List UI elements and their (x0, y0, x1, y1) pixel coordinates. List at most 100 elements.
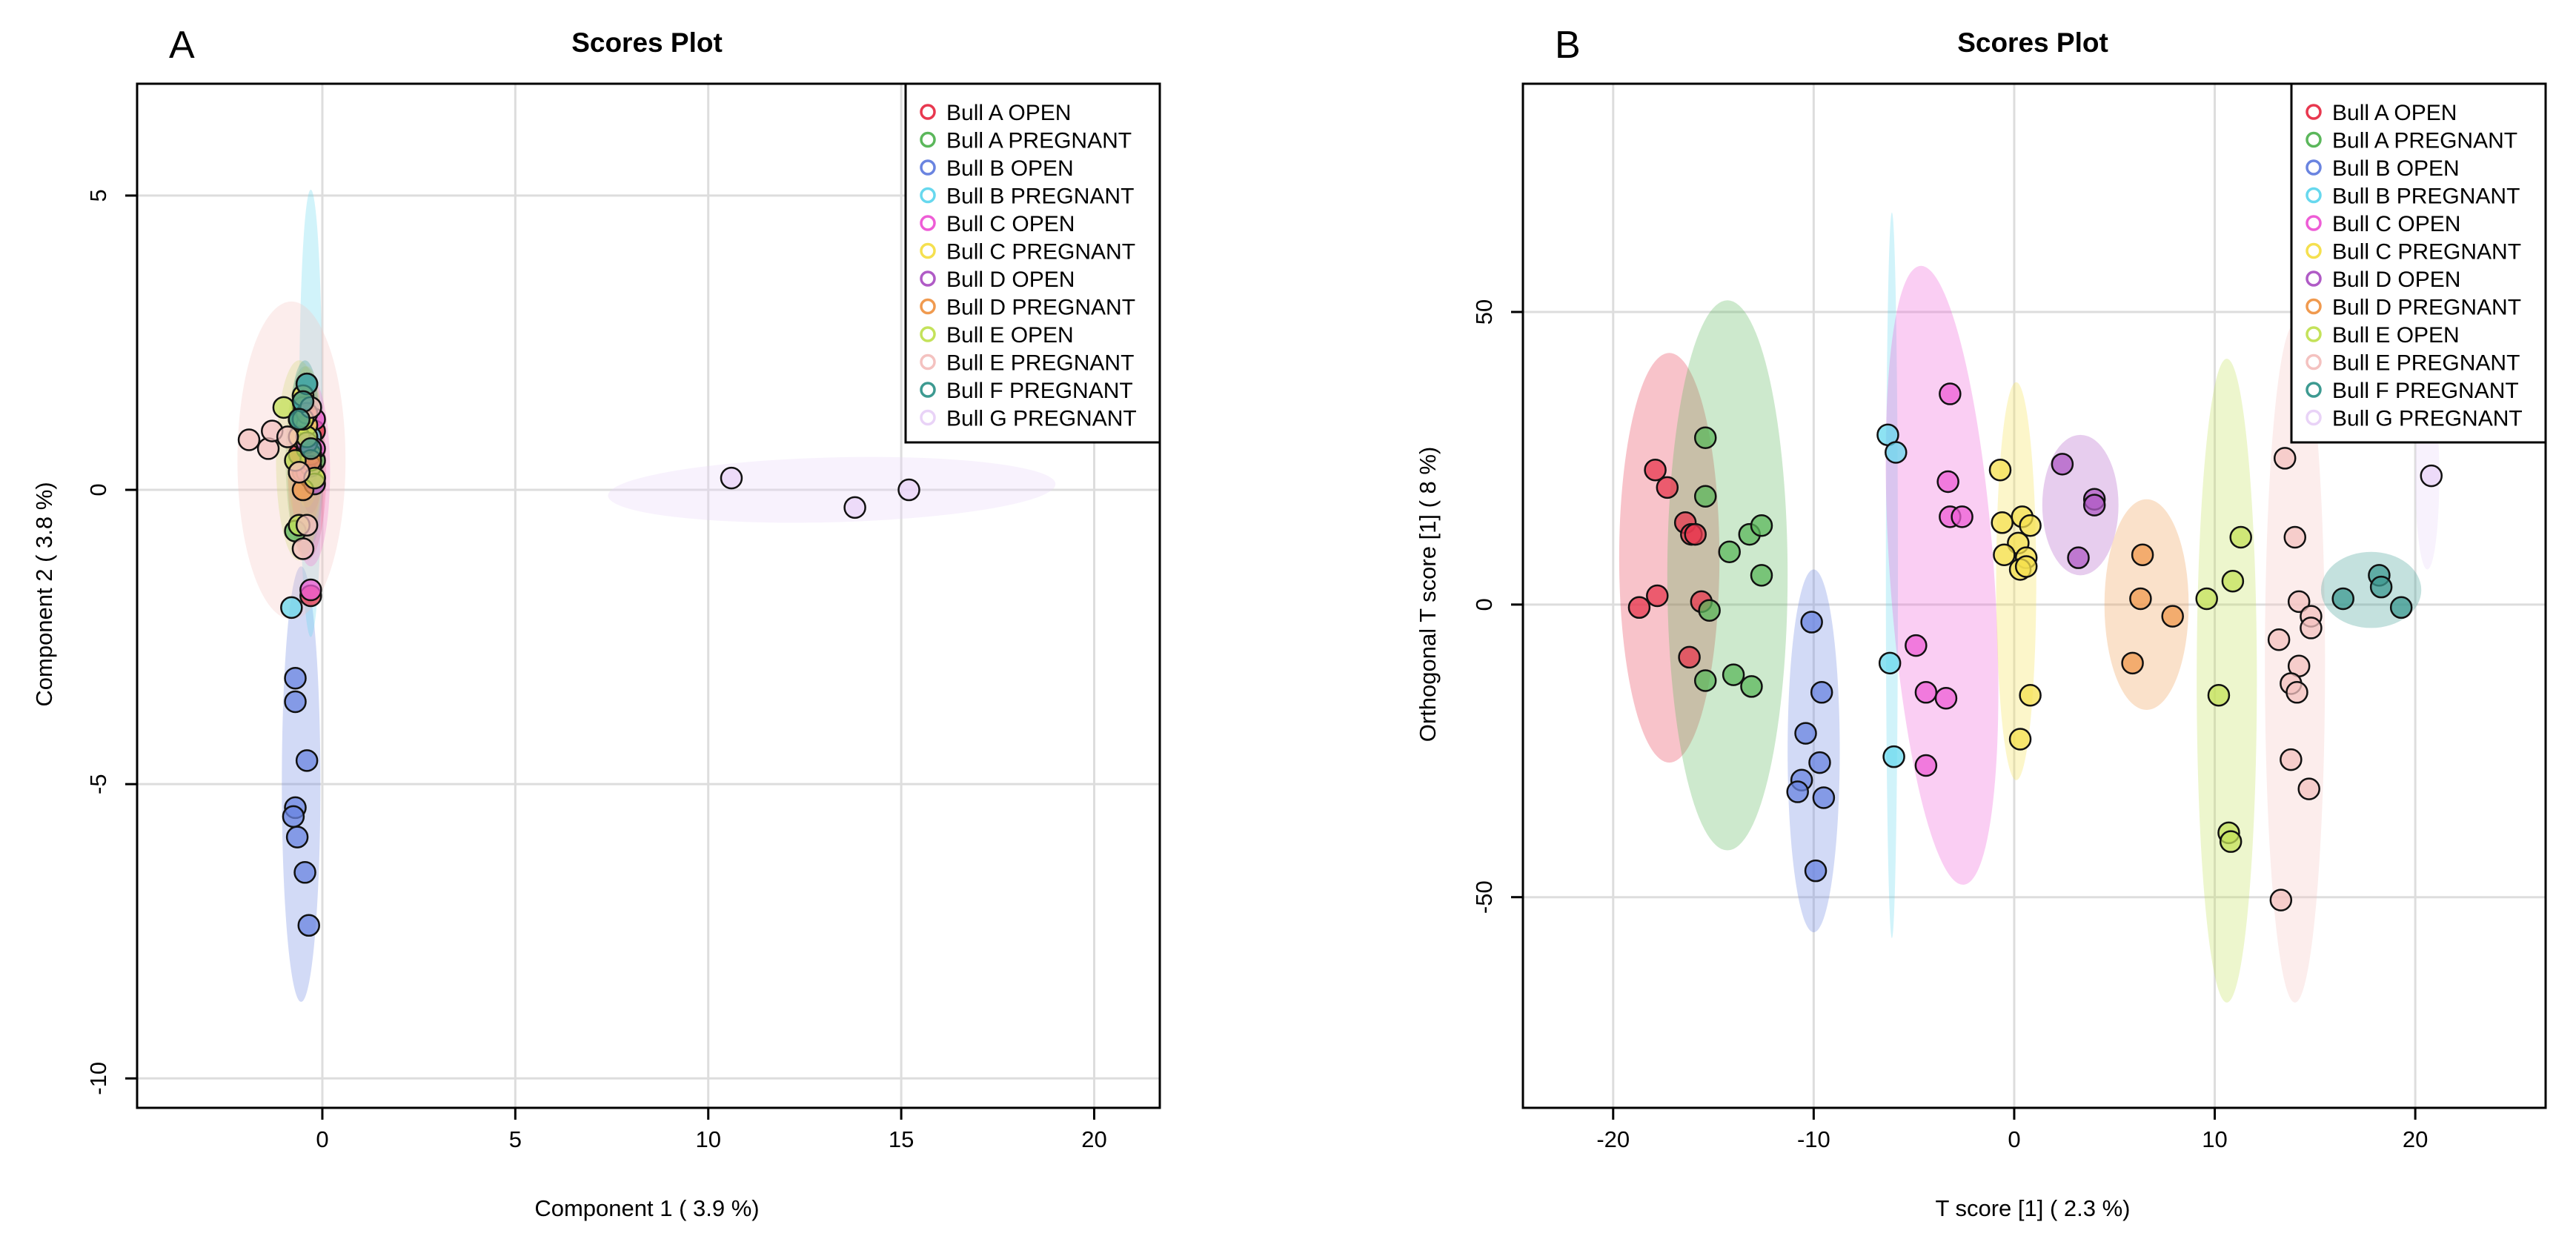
confidence-ellipse (1885, 265, 1999, 885)
legend-label: Bull E OPEN (946, 323, 1074, 348)
data-point (282, 805, 305, 828)
legend-item: Bull F PREGNANT (2306, 379, 2519, 403)
data-point (2287, 590, 2311, 614)
data-point (2161, 605, 2184, 628)
legend-label: Bull D OPEN (2332, 268, 2460, 292)
legend-item: Bull D PREGNANT (920, 296, 1135, 320)
data-point (2014, 555, 2038, 578)
legend-label: Bull E OPEN (2332, 323, 2460, 348)
legend: Bull A OPEN Bull A PREGNANT Bull B OPEN Bul… (2290, 82, 2547, 444)
data-point (295, 514, 319, 537)
data-point (2269, 888, 2293, 911)
y-tick-label: 0 (85, 483, 111, 496)
y-tick-label: -10 (85, 1062, 111, 1095)
data-point (1993, 543, 2016, 566)
legend-item: Bull E PREGNANT (2306, 351, 2520, 376)
legend-marker (2306, 382, 2322, 398)
legend-label: Bull C PREGNANT (2332, 240, 2521, 265)
data-point (1914, 681, 1938, 704)
data-point (1722, 663, 1745, 686)
data-point (2051, 453, 2074, 476)
legend-box (2290, 82, 2547, 444)
legend-marker (920, 242, 936, 259)
x-axis-label: Component 1 ( 3.9 %) (534, 1195, 759, 1221)
legend-item: Bull E PREGNANT (920, 351, 1134, 376)
legend-label: Bull D OPEN (946, 268, 1075, 292)
legend-item: Bull E OPEN (920, 323, 1074, 348)
legend-label: Bull D PREGNANT (946, 296, 1135, 320)
data-point (285, 826, 309, 848)
confidence-ellipse (1787, 569, 1840, 933)
scores-plot-panel-b: B Scores Plot T score [1] ( 2.3 %) Ortho… (1415, 24, 2547, 1221)
legend-marker (2306, 409, 2322, 426)
data-point (1786, 780, 1809, 803)
panel-label: B (1555, 24, 1581, 67)
legend-marker (2306, 159, 2322, 176)
legend-item: Bull A OPEN (920, 101, 1071, 125)
x-tick-label: 10 (695, 1126, 720, 1152)
y-tick-label: -50 (1471, 880, 1497, 914)
data-point (2207, 684, 2231, 707)
data-point (1939, 382, 1962, 405)
legend-label: Bull E PREGNANT (946, 351, 1134, 376)
legend-item: Bull F PREGNANT (920, 379, 1133, 403)
legend-marker (2306, 215, 2322, 231)
legend-label: Bull C PREGNANT (946, 240, 1135, 265)
legend-label: Bull G PREGNANT (2332, 407, 2523, 431)
legend-item: Bull B PREGNANT (920, 185, 1134, 209)
legend-label: Bull A OPEN (2332, 101, 2457, 125)
data-point (2082, 494, 2106, 516)
y-axis-label: Orthogonal T score [1] ( 8 %) (1415, 447, 1441, 743)
data-point (2019, 684, 2042, 707)
data-point (1804, 859, 1828, 883)
legend-label: Bull B PREGNANT (946, 185, 1134, 209)
data-point (297, 914, 320, 937)
x-tick-label: 10 (2202, 1126, 2227, 1152)
confidence-ellipse (282, 566, 321, 1003)
data-point (1644, 458, 1667, 482)
legend-marker (2306, 298, 2322, 315)
legend-item: Bull A OPEN (2306, 101, 2457, 125)
data-point (2331, 587, 2354, 611)
legend-marker (2306, 326, 2322, 342)
legend-item: Bull D OPEN (920, 268, 1075, 292)
data-point (2283, 525, 2307, 549)
y-tick-label: 0 (1471, 598, 1497, 611)
confidence-ellipse (2197, 359, 2257, 1003)
axis-ticks: -20 -10 0 10 20 -50 0 50 (1471, 299, 2428, 1152)
data-point (2195, 587, 2218, 611)
data-points (237, 372, 920, 937)
legend-marker (920, 326, 936, 342)
data-point (284, 666, 307, 690)
legend-marker (920, 159, 936, 176)
data-point (2067, 546, 2090, 569)
confidence-ellipse (608, 456, 1056, 523)
data-point (1885, 441, 1908, 464)
data-point (1750, 514, 1773, 537)
legend-marker (2306, 270, 2322, 287)
data-point (1693, 426, 1717, 450)
legend-marker (920, 215, 936, 231)
data-point (2420, 464, 2443, 488)
legend-label: Bull B PREGNANT (2332, 185, 2520, 209)
legend-marker (2306, 187, 2322, 204)
x-tick-label: 20 (1081, 1126, 1106, 1152)
data-point (288, 460, 311, 484)
data-point (720, 466, 743, 490)
legend-label: Bull A PREGNANT (946, 129, 1132, 153)
data-point (288, 408, 311, 431)
data-point (1693, 669, 1717, 692)
confidence-ellipse (1996, 382, 2036, 780)
legend-item: Bull B OPEN (2306, 156, 2460, 181)
legend-marker (920, 409, 936, 426)
x-axis-label: T score [1] ( 2.3 %) (1935, 1195, 2130, 1221)
x-tick-label: 20 (2403, 1126, 2428, 1152)
y-tick-label: 5 (85, 189, 111, 202)
grid-lines (1523, 84, 2546, 1108)
legend-marker (2306, 104, 2322, 120)
legend-marker (920, 131, 936, 148)
data-point (2389, 596, 2413, 620)
data-point (2131, 543, 2154, 566)
data-point (1810, 681, 1833, 704)
data-point (1627, 596, 1651, 620)
